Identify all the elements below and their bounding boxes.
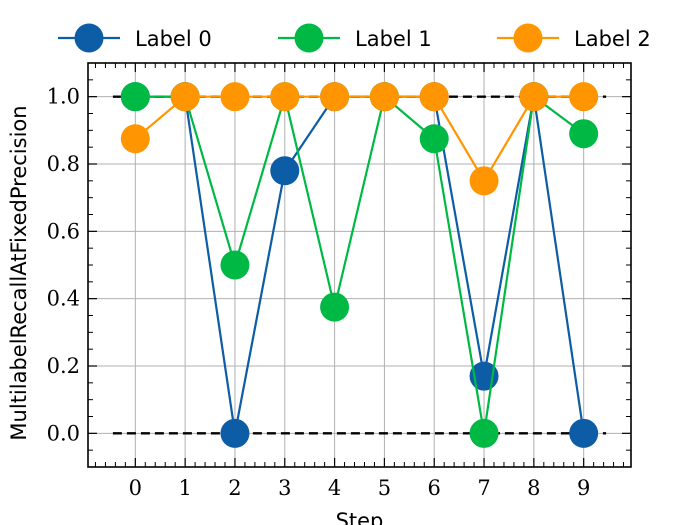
legend-label: Label 0 [135,27,212,51]
legend-label: Label 1 [355,27,432,51]
data-point [419,82,449,112]
data-point [220,250,250,280]
data-point [320,82,350,112]
data-point [170,82,200,112]
data-point [120,82,150,112]
y-tick-label: 1.0 [47,85,80,109]
x-tick-label: 2 [228,476,241,500]
data-point [220,82,250,112]
data-point [569,119,599,149]
legend-marker [294,23,324,53]
x-tick-label: 3 [278,476,291,500]
tick-layer: 0 1 2 3 4 5 6 7 8 9 0.0 0.2 0.4 0.6 0.8 1.0 [47,62,631,500]
series-line [134,95,584,183]
legend-entry: Label 1 [278,23,432,53]
legend-entry: Label 0 [58,23,212,53]
data-point [569,82,599,112]
legend-entry: Label 2 [497,23,651,53]
y-axis-title: MultilabelRecallAtFixedPrecision [7,105,31,440]
x-tick-label: 1 [178,476,191,500]
series-line [135,95,585,434]
data-point [369,82,399,112]
data-point [220,418,250,448]
x-tick-label: 6 [428,476,441,500]
data-point [519,82,549,112]
x-axis-title: Step [336,509,384,525]
data-point [469,166,499,196]
x-tick-label: 7 [477,476,490,500]
legend-label: Label 2 [574,27,651,51]
data-point [469,418,499,448]
grid-layer [88,63,631,467]
data-point [320,292,350,322]
series-label-0 [120,82,599,448]
reference-lines [112,95,607,435]
data-point [270,82,300,112]
x-tick-label: 9 [577,476,590,500]
series-line [135,92,585,434]
x-tick-label: 5 [378,476,391,500]
series-layer [120,82,599,448]
x-tick-label: 4 [328,476,341,500]
y-tick-label: 0.2 [47,354,80,378]
y-tick-label: 0.0 [47,421,80,445]
legend-marker [513,23,543,53]
data-point [569,418,599,448]
y-tick-label: 0.6 [47,219,80,243]
legend: Label 0 Label 1 Label 2 [58,23,651,53]
data-point [419,124,449,154]
legend-marker [74,23,104,53]
x-tick-label: 0 [129,476,142,500]
data-point [120,124,150,154]
y-tick-label: 0.4 [47,287,80,311]
series-label-2 [120,82,599,196]
y-tick-label: 0.8 [47,152,80,176]
x-tick-label: 8 [527,476,540,500]
data-point [270,156,300,186]
plot-frame [87,62,632,468]
